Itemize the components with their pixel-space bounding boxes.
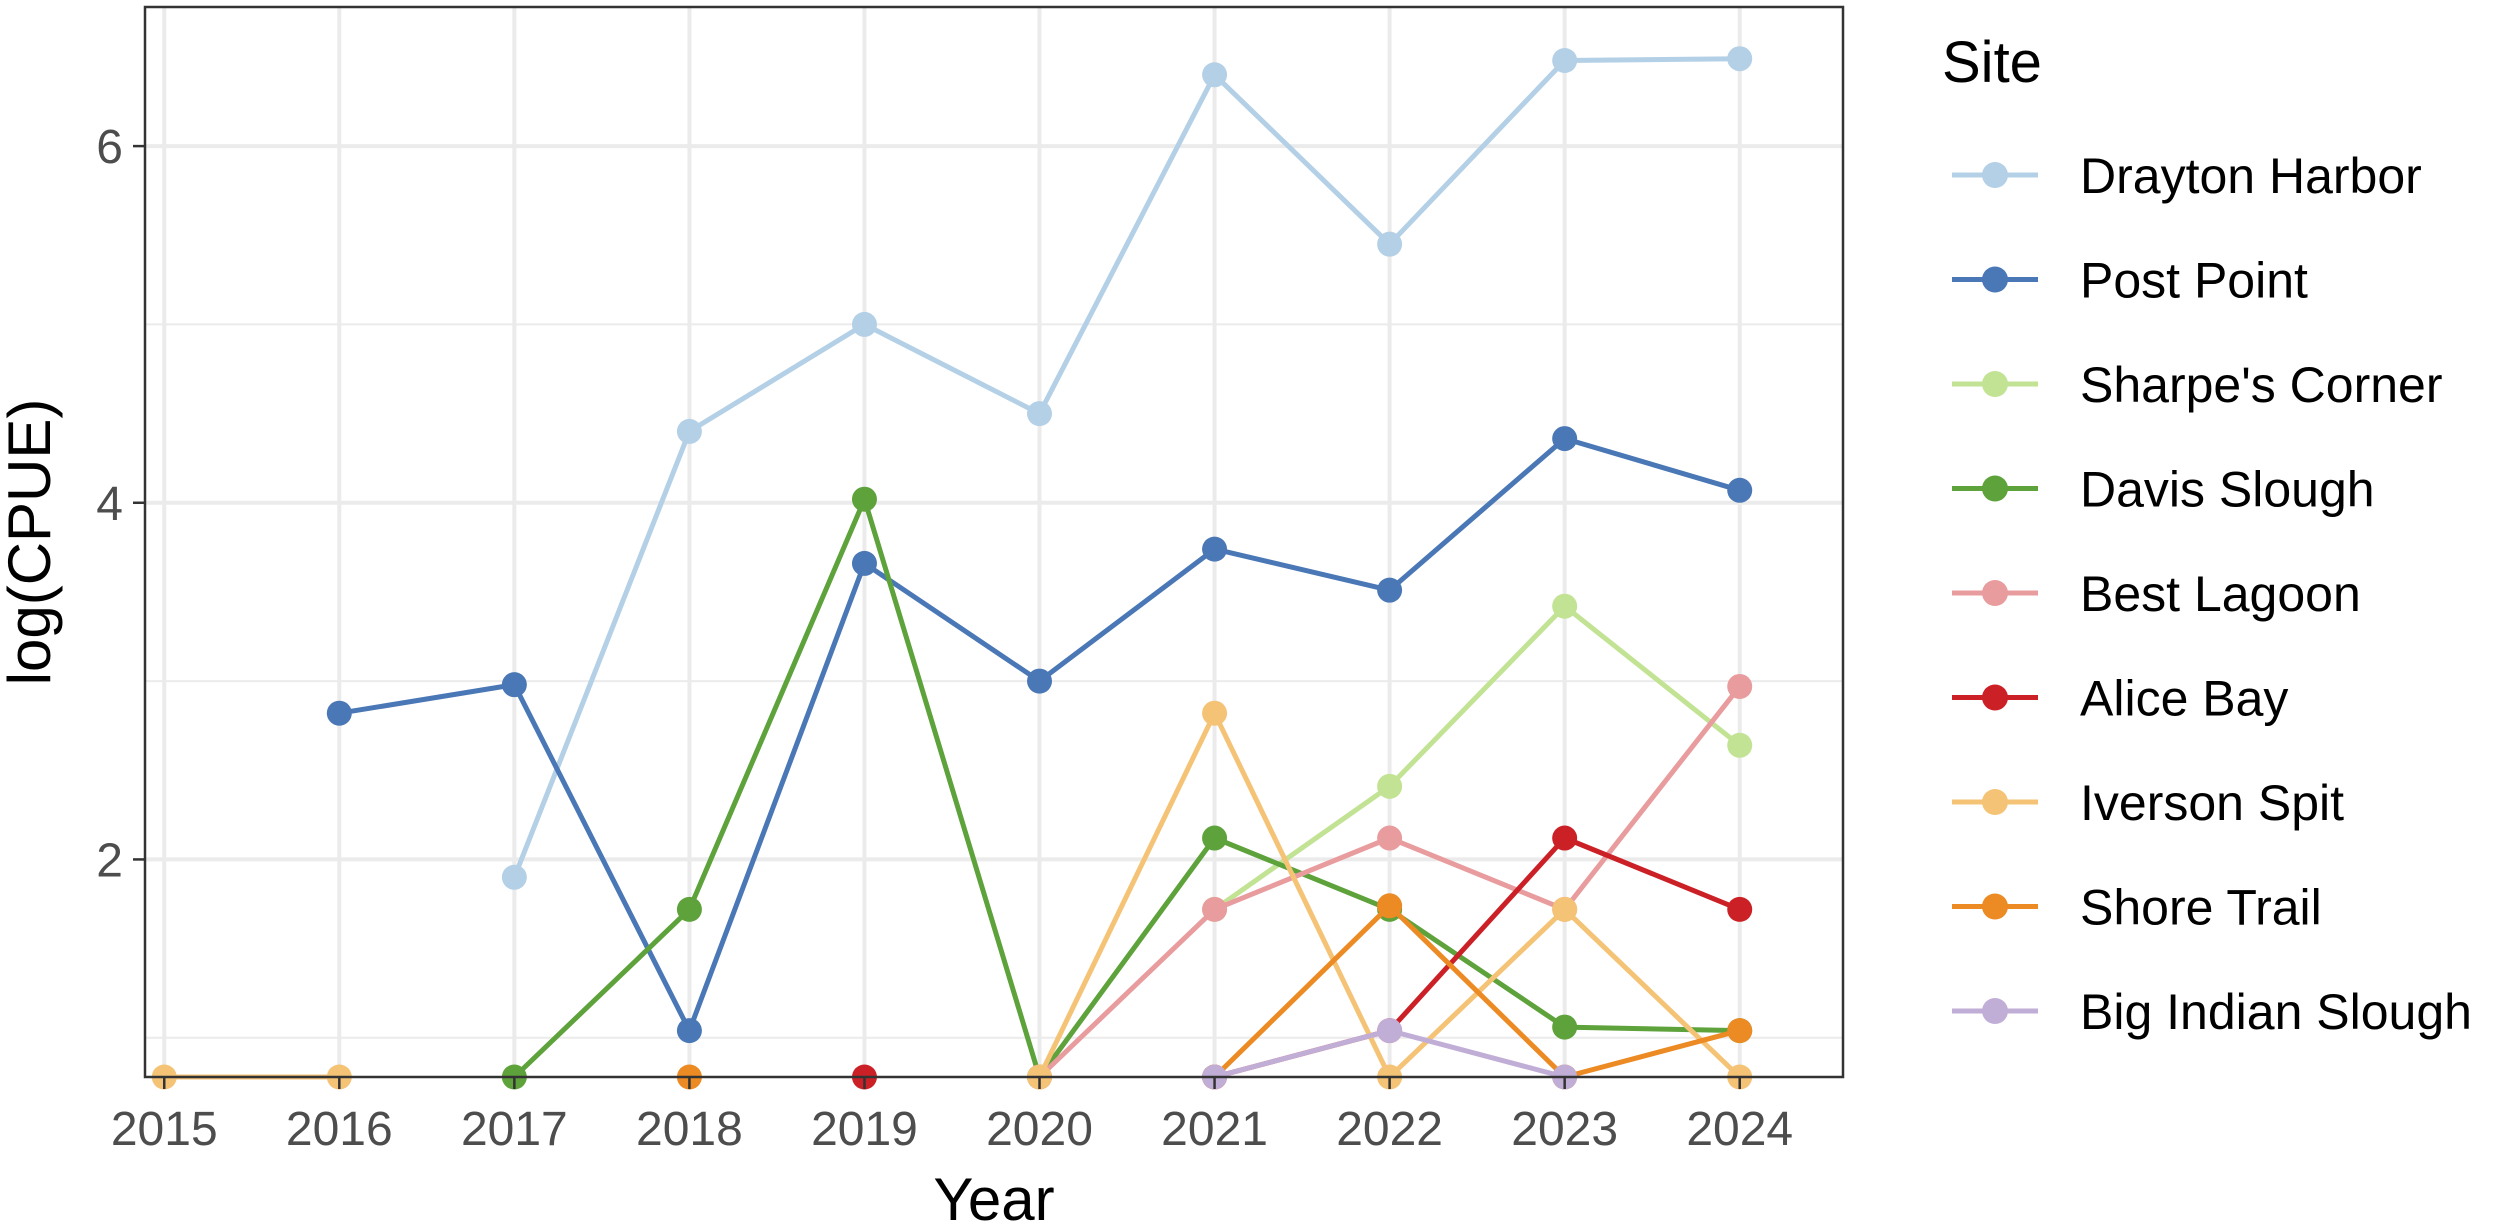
y-tick-label: 4 (96, 478, 123, 531)
x-tick-label: 2024 (1686, 1103, 1793, 1156)
data-point (1552, 825, 1578, 851)
legend-marker (1982, 789, 2008, 815)
series-big-indian-slough (1202, 1018, 1578, 1090)
legend-item-iverson-spit: Iverson Spit (1952, 775, 2344, 831)
data-point (676, 418, 702, 444)
data-point (1727, 477, 1753, 503)
x-tick-label: 2018 (636, 1103, 743, 1156)
legend-label: Shore Trail (2080, 880, 2322, 936)
data-point (1377, 893, 1403, 919)
data-point (676, 1018, 702, 1044)
legend-label: Sharpe's Corner (2080, 357, 2443, 413)
y-tick-label: 2 (96, 834, 123, 887)
data-point (1552, 1014, 1578, 1040)
data-point (1202, 700, 1228, 726)
x-tick-label: 2019 (811, 1103, 918, 1156)
legend-item-big-indian-slough: Big Indian Slough (1952, 984, 2472, 1040)
x-tick-label: 2021 (1161, 1103, 1268, 1156)
legend: Site Drayton Harbor Post Point Sharpe's Co… (1942, 30, 2472, 1040)
legend-label: Davis Slough (2080, 462, 2375, 518)
legend-label: Drayton Harbor (2080, 148, 2422, 204)
data-point (1552, 896, 1578, 922)
data-point (1377, 1018, 1403, 1044)
x-tick-label: 2017 (461, 1103, 568, 1156)
legend-item-post-point: Post Point (1952, 253, 2308, 309)
series-line (512, 496, 1740, 1080)
legend-label: Big Indian Slough (2080, 984, 2472, 1040)
y-axis-title: log(CPUE) (0, 399, 63, 686)
data-point (1027, 401, 1053, 427)
legend-item-best-lagoon: Best Lagoon (1952, 566, 2361, 622)
data-point (1727, 1018, 1753, 1044)
legend-marker (1982, 266, 2008, 293)
legend-item-shore-trail: Shore Trail (1952, 880, 2322, 936)
x-tick-label: 2015 (111, 1103, 218, 1156)
data-point (851, 550, 877, 576)
legend-title: Site (1942, 30, 2042, 95)
data-point (851, 486, 877, 512)
data-point (1202, 536, 1228, 562)
legend-item-davis-slough: Davis Slough (1952, 462, 2375, 518)
data-point (851, 311, 877, 337)
data-point (1377, 231, 1403, 257)
data-point (1202, 825, 1228, 851)
x-tick-label: 2020 (986, 1103, 1093, 1156)
legend-marker (1982, 162, 2008, 188)
data-point (1377, 577, 1403, 603)
x-tick-label: 2023 (1511, 1103, 1618, 1156)
data-point (1377, 825, 1403, 851)
series-post-point (326, 426, 1753, 1044)
data-point (1377, 773, 1403, 799)
series-line (1213, 603, 1742, 912)
series-drayton-harbor (501, 46, 1753, 890)
data-point (1202, 896, 1228, 922)
data-point (1027, 668, 1053, 694)
legend-marker (1982, 371, 2008, 397)
legend-marker (1982, 684, 2008, 711)
panel-background (145, 7, 1843, 1077)
data-point (1727, 896, 1753, 922)
legend-label: Best Lagoon (2080, 566, 2361, 622)
legend-label: Post Point (2080, 253, 2308, 309)
legend-marker (1982, 893, 2008, 920)
x-tick-label: 2016 (286, 1103, 393, 1156)
data-point (1552, 426, 1578, 452)
data-point (1202, 62, 1228, 88)
data-point (1727, 732, 1753, 758)
data-point (326, 700, 352, 726)
legend-item-sharpe-s-corner: Sharpe's Corner (1952, 357, 2443, 413)
legend-label: Alice Bay (2080, 671, 2288, 727)
panel-border (143, 5, 1845, 1079)
data-point (501, 672, 527, 698)
data-point (676, 896, 702, 922)
axes: 2015 2016 2017 2018 2019 2020 2021 2022 2023 2024… (96, 121, 1793, 1156)
legend-item-drayton-harbor: Drayton Harbor (1952, 148, 2422, 204)
x-tick-label: 2022 (1336, 1103, 1443, 1156)
data-point (1552, 48, 1578, 73)
x-axis-title: Year (933, 1166, 1054, 1226)
data-point (1727, 673, 1753, 699)
y-tick-label: 6 (96, 121, 123, 174)
series-line (512, 56, 1740, 879)
data-point (501, 864, 527, 890)
legend-item-alice-bay: Alice Bay (1952, 671, 2288, 727)
legend-label: Iverson Spit (2080, 775, 2344, 831)
legend-marker (1982, 998, 2008, 1024)
series-line (1212, 903, 1741, 1080)
data-point (1552, 593, 1578, 619)
legend-marker (1982, 475, 2008, 502)
legend-marker (1982, 580, 2008, 606)
data-point (1727, 46, 1753, 72)
